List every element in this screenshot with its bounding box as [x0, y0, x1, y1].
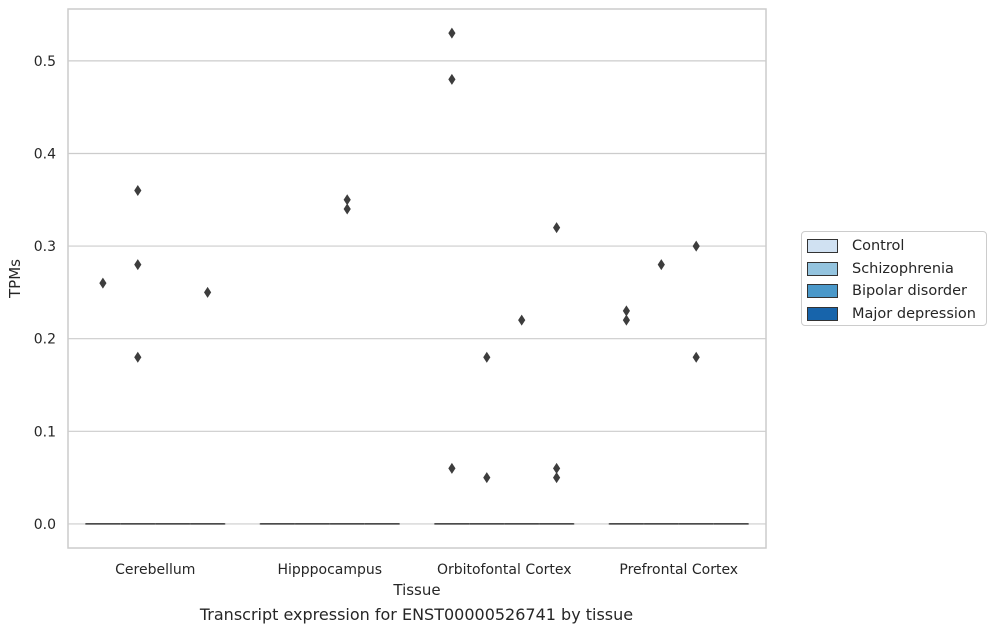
outlier-point	[99, 277, 107, 289]
outlier-layer	[99, 27, 700, 484]
outlier-point	[553, 222, 561, 234]
y-tick-label: 0.2	[34, 332, 56, 348]
y-tick-label: 0.5	[34, 54, 56, 70]
outlier-point	[448, 462, 456, 474]
legend-item: Control	[807, 235, 986, 258]
y-tick-label: 0.0	[34, 517, 56, 533]
x-tick-label: Prefrontal Cortex	[619, 562, 738, 578]
outlier-point	[553, 462, 561, 474]
outlier-point	[622, 305, 630, 317]
legend-label: Major depression	[852, 305, 976, 322]
y-tick-label: 0.4	[34, 146, 56, 162]
outlier-point	[483, 472, 491, 484]
legend-swatch	[807, 284, 838, 299]
legend-label: Schizophrenia	[852, 260, 954, 277]
outlier-point	[657, 259, 665, 271]
outlier-point	[134, 185, 142, 197]
legend-item: Bipolar disorder	[807, 280, 986, 303]
outlier-point	[692, 351, 700, 363]
figure-caption: Transcript expression for ENST0000052674…	[199, 605, 634, 624]
outlier-point	[622, 314, 630, 326]
y-tick-labels: 0.0 0.1 0.2 0.3 0.4 0.5	[34, 54, 56, 533]
outlier-point	[553, 472, 561, 484]
y-axis-label: TPMs	[6, 259, 24, 299]
outlier-point	[134, 259, 142, 271]
legend-item: Schizophrenia	[807, 258, 986, 281]
outlier-point	[343, 203, 351, 215]
legend-swatch	[807, 261, 838, 276]
legend-swatch	[807, 306, 838, 321]
outlier-point	[483, 351, 491, 363]
outlier-point	[518, 314, 526, 326]
legend: Control Schizophrenia Bipolar disorder Majo…	[801, 231, 987, 326]
legend-label: Control	[852, 238, 905, 255]
x-axis-label: Tissue	[392, 581, 440, 599]
x-tick-labels: Cerebellum Hipppocampus Orbitofontal Corte…	[115, 562, 738, 578]
plot-frame	[67, 8, 767, 549]
grid-lines	[68, 60, 766, 525]
legend-label: Bipolar disorder	[852, 283, 967, 300]
outlier-point	[448, 27, 456, 39]
y-tick-label: 0.3	[34, 239, 56, 255]
outlier-point	[134, 351, 142, 363]
outlier-point	[343, 194, 351, 206]
outlier-point	[692, 240, 700, 252]
x-tick-label: Orbitofontal Cortex	[437, 562, 572, 578]
legend-item: Major depression	[807, 303, 986, 326]
outlier-point	[204, 286, 212, 298]
x-tick-label: Cerebellum	[115, 562, 195, 578]
y-tick-label: 0.1	[34, 424, 56, 440]
outlier-point	[448, 73, 456, 85]
legend-swatch	[807, 239, 838, 254]
x-tick-label: Hipppocampus	[277, 562, 382, 578]
